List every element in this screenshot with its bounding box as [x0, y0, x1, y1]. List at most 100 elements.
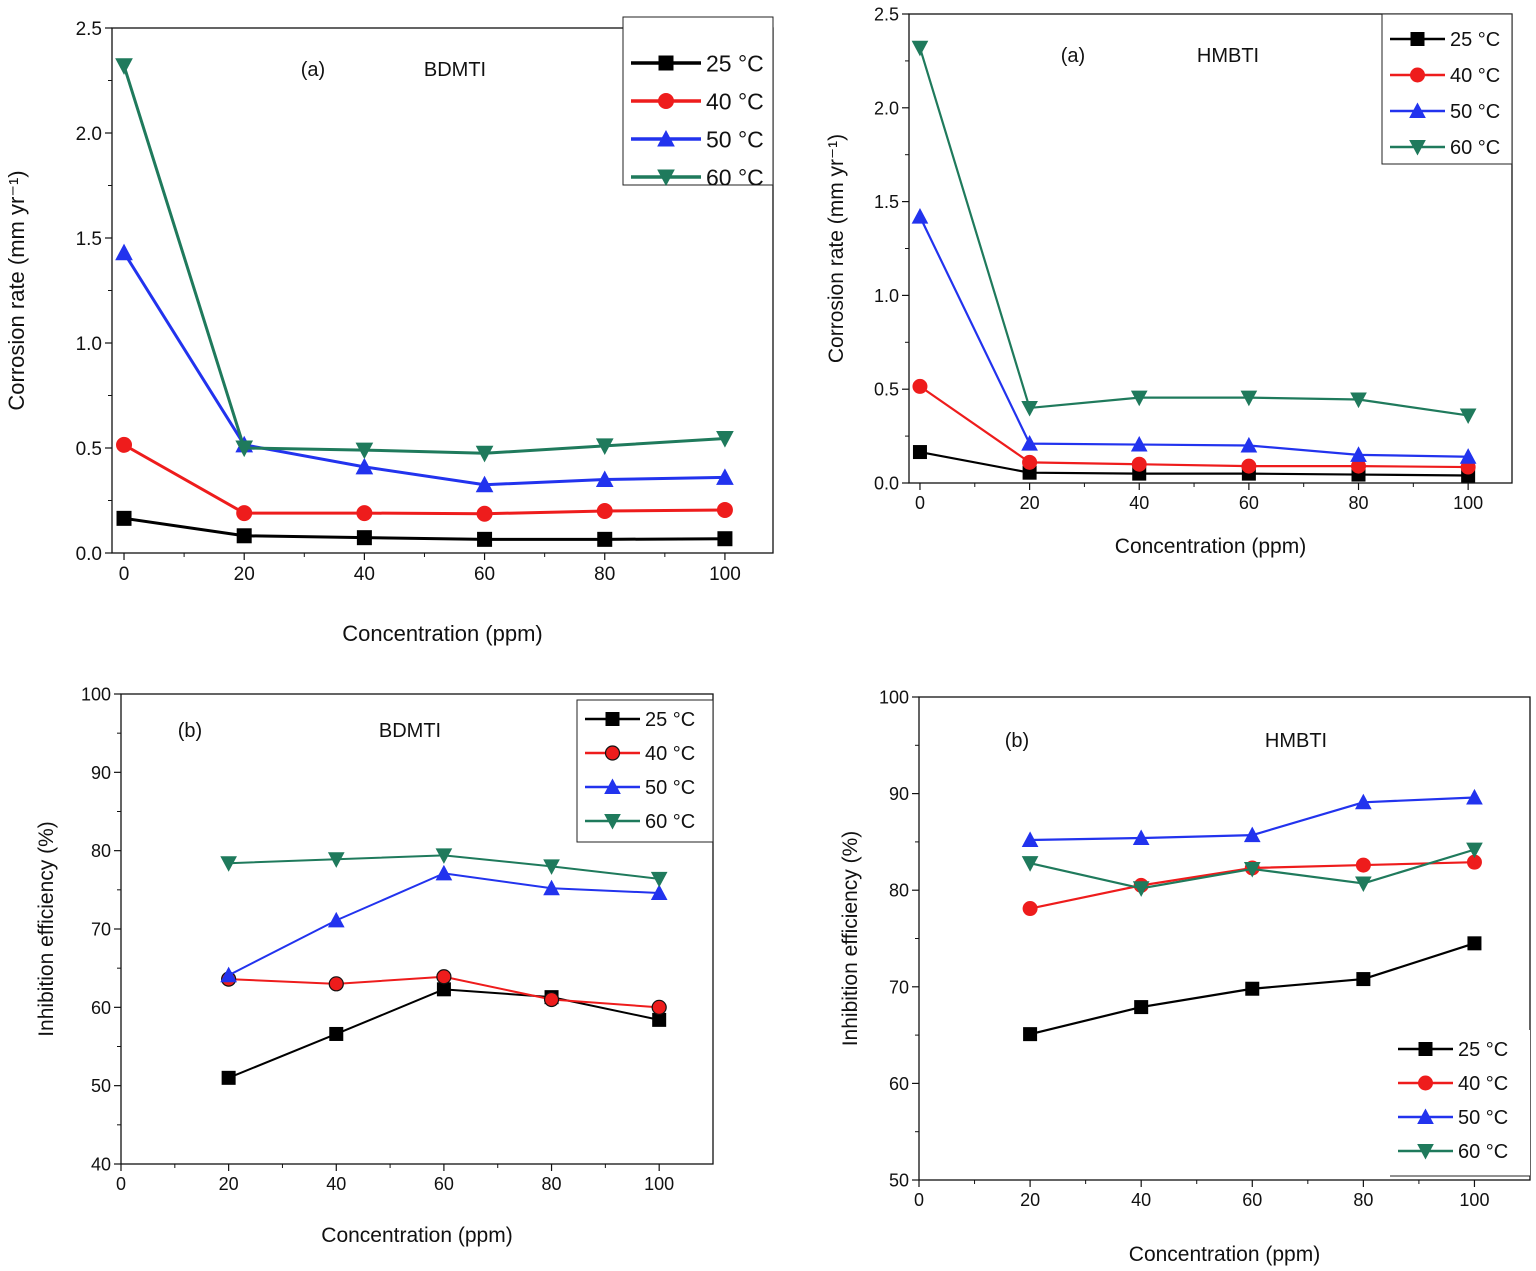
- y-tick-label: 50: [889, 1170, 909, 1190]
- x-tick-label: 100: [709, 564, 741, 585]
- legend-entry-label: 50 °C: [706, 126, 764, 152]
- data-point: [650, 871, 668, 888]
- data-point: [328, 976, 344, 992]
- data-point: [543, 859, 560, 875]
- data-point: [1022, 454, 1038, 470]
- legend-swatch-marker: [658, 55, 674, 71]
- data-point: [1131, 456, 1147, 472]
- data-point: [1134, 1000, 1149, 1015]
- data-point: [912, 378, 928, 394]
- data-point: [1022, 901, 1038, 917]
- y-tick-label: 1.5: [76, 229, 102, 250]
- legend-entry-label: 25 °C: [645, 709, 695, 731]
- y-axis-label: Inhibition efficiency (%): [839, 831, 862, 1047]
- x-tick-label: 80: [1353, 1190, 1373, 1210]
- data-point: [911, 40, 929, 57]
- series-3: [911, 208, 1477, 464]
- legend-swatch-marker: [1410, 32, 1425, 46]
- data-point: [435, 864, 453, 881]
- series-4: [911, 40, 1477, 425]
- data-point: [1240, 436, 1258, 453]
- x-tick-label: 0: [914, 1190, 924, 1210]
- y-tick-label: 100: [81, 684, 111, 704]
- x-tick-label: 20: [219, 1174, 239, 1194]
- legend-swatch-marker: [1409, 102, 1426, 118]
- y-tick-label: 2.0: [874, 98, 899, 118]
- y-tick-label: 0.0: [76, 544, 102, 565]
- legend-box: [576, 699, 714, 843]
- data-point: [1021, 831, 1039, 847]
- data-point: [1356, 972, 1371, 987]
- data-point: [1355, 857, 1371, 873]
- data-point: [1350, 446, 1367, 462]
- y-tick-label: 90: [91, 763, 111, 783]
- data-point: [221, 1070, 236, 1085]
- y-tick-label: 2.5: [76, 19, 102, 40]
- data-point: [1130, 390, 1148, 407]
- data-point: [435, 848, 453, 864]
- x-tick-label: 20: [1020, 1190, 1040, 1210]
- series-line: [919, 385, 1469, 469]
- series-line: [918, 47, 1469, 417]
- y-tick-label: 2.5: [874, 4, 899, 24]
- series-3: [115, 243, 734, 493]
- data-point: [1355, 793, 1372, 810]
- x-tick-label: 100: [1453, 493, 1483, 513]
- data-point: [1243, 861, 1261, 878]
- series-line: [918, 216, 1469, 458]
- data-point: [236, 528, 252, 544]
- legend: 25 °C 40 °C 50 °C 60 °C: [576, 699, 714, 843]
- y-tick-label: 70: [91, 919, 111, 939]
- legend-entry-label: 40 °C: [1450, 65, 1500, 87]
- series-2: [116, 436, 733, 522]
- compound-label: BDMTI: [379, 720, 441, 742]
- y-axis-label: Corrosion rate (mm yr⁻¹): [825, 134, 848, 363]
- data-point: [1459, 408, 1477, 425]
- x-tick-label: 0: [116, 1174, 126, 1194]
- data-point: [356, 505, 373, 522]
- series-line: [123, 443, 725, 516]
- series-line: [228, 872, 660, 977]
- data-point: [1467, 936, 1482, 951]
- legend-swatch-marker: [657, 169, 675, 187]
- data-point: [1243, 826, 1261, 843]
- compound-label: BDMTI: [424, 59, 486, 81]
- legend-entry-label: 50 °C: [645, 777, 695, 799]
- legend-swatch-marker: [605, 712, 620, 726]
- x-tick-label: 60: [434, 1174, 454, 1194]
- data-point: [236, 505, 253, 522]
- panel-tag: (b): [1005, 730, 1029, 752]
- data-point: [597, 531, 613, 547]
- legend-entry-label: 40 °C: [645, 743, 695, 765]
- data-point: [1021, 400, 1038, 417]
- data-point: [596, 503, 613, 519]
- panel-tag: (a): [1061, 45, 1085, 67]
- x-tick-label: 20: [234, 564, 255, 585]
- data-point: [1245, 981, 1260, 996]
- legend-swatch-marker: [658, 93, 674, 109]
- data-point: [235, 440, 254, 458]
- data-point: [717, 531, 733, 547]
- data-point: [327, 911, 345, 928]
- series-line: [919, 450, 1469, 477]
- x-tick-label: 80: [1348, 493, 1368, 513]
- legend-entry-label: 25 °C: [1450, 29, 1500, 51]
- data-point: [1132, 829, 1150, 846]
- x-tick-label: 40: [1129, 493, 1149, 513]
- y-tick-label: 90: [889, 784, 909, 804]
- data-point: [475, 475, 494, 493]
- y-tick-label: 80: [91, 841, 111, 861]
- series-3: [220, 864, 668, 983]
- data-point: [1466, 788, 1483, 805]
- data-point: [543, 879, 560, 896]
- data-point: [476, 505, 493, 522]
- x-tick-label: 80: [594, 564, 615, 585]
- legend-entry-label: 40 °C: [706, 88, 764, 114]
- data-point: [1240, 390, 1258, 407]
- legend-swatch-marker: [1418, 1075, 1433, 1091]
- data-point: [436, 982, 451, 997]
- y-tick-label: 0.5: [874, 380, 899, 400]
- y-tick-label: 2.0: [76, 124, 102, 145]
- data-point: [716, 468, 734, 485]
